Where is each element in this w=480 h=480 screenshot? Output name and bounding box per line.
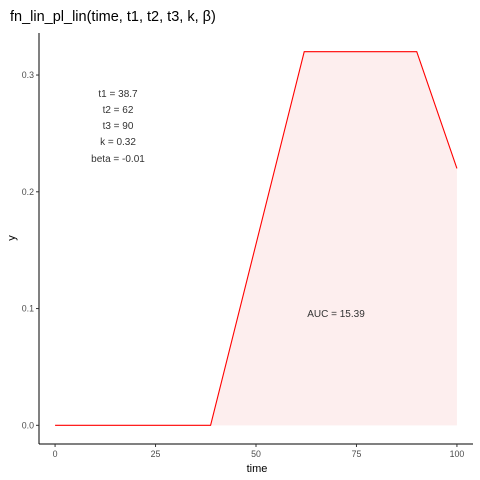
y-tick-label: 0.3 bbox=[22, 70, 34, 80]
x-tick-label: 100 bbox=[450, 449, 465, 459]
y-tick-label: 0.2 bbox=[22, 187, 34, 197]
param-t2: t2 = 62 bbox=[103, 105, 134, 116]
y-tick-label: 0.1 bbox=[22, 304, 34, 314]
y-ticks: 0.0 0.1 0.2 0.3 bbox=[22, 70, 39, 430]
parameter-annotations: t1 = 38.7 t2 = 62 t3 = 90 k = 0.32 beta … bbox=[91, 89, 145, 165]
x-axis-title: time bbox=[247, 463, 268, 475]
auc-area bbox=[210, 51, 457, 426]
param-k: k = 0.32 bbox=[100, 137, 136, 148]
chart-title: fn_lin_pl_lin(time, t1, t2, t3, k, β) bbox=[10, 9, 216, 25]
y-tick-label: 0.0 bbox=[22, 420, 34, 430]
x-ticks: 0 25 50 75 100 bbox=[53, 444, 465, 459]
series-line-0 bbox=[55, 51, 458, 426]
auc-annotation: AUC = 15.39 bbox=[307, 309, 365, 320]
series-line-layer bbox=[55, 51, 458, 426]
param-t3: t3 = 90 bbox=[103, 121, 134, 132]
param-t1: t1 = 38.7 bbox=[98, 89, 138, 100]
y-axis-title: y bbox=[6, 235, 18, 241]
x-tick-label: 0 bbox=[53, 449, 58, 459]
param-beta: beta = -0.01 bbox=[91, 154, 145, 165]
x-tick-label: 50 bbox=[251, 449, 261, 459]
x-tick-label: 25 bbox=[151, 449, 161, 459]
x-tick-label: 75 bbox=[352, 449, 362, 459]
auc-area-layer bbox=[210, 51, 457, 426]
